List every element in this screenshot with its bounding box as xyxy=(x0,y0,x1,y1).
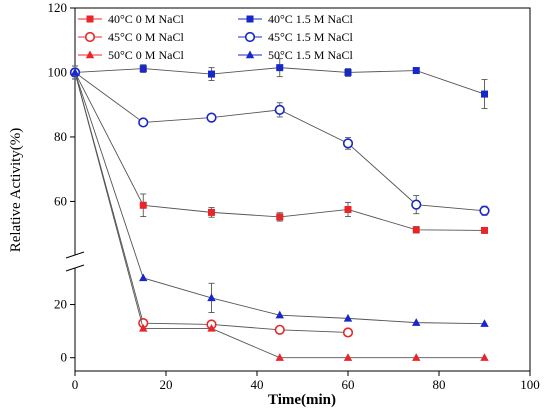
axis-break-gap xyxy=(65,255,85,268)
legend-item: 45°C 0 M NaCl xyxy=(78,30,184,44)
data-point xyxy=(207,323,216,332)
data-point xyxy=(139,323,148,332)
data-point xyxy=(343,353,353,361)
series-6 xyxy=(70,65,489,327)
data-point xyxy=(275,310,284,319)
legend-item: 50°C 1.5 M NaCl xyxy=(238,48,353,62)
legend-label: 40°C 1.5 M NaCl xyxy=(268,12,353,26)
y-tick-label: 20 xyxy=(54,297,67,312)
legend-label: 40°C 0 M NaCl xyxy=(108,12,184,26)
legend-item: 50°C 0 M NaCl xyxy=(78,48,184,62)
data-point xyxy=(274,104,285,115)
data-point xyxy=(412,318,421,326)
axis-break-mark xyxy=(65,251,85,259)
series-layer xyxy=(69,58,490,361)
data-point xyxy=(208,208,215,216)
x-tick-label: 80 xyxy=(433,377,446,392)
y-axis-label: Relative Activity(%) xyxy=(8,128,24,253)
legend-label: 45°C 0 M NaCl xyxy=(108,30,184,44)
data-point xyxy=(481,90,488,98)
axes: 0 20 40 60 80 100 0 20 60 80 100 120 xyxy=(48,0,540,392)
x-tick-label: 100 xyxy=(520,377,540,392)
data-point xyxy=(139,273,148,282)
plot-frame xyxy=(74,7,531,372)
legend-marker xyxy=(246,15,254,23)
legend-item: 40°C 1.5 M NaCl xyxy=(238,12,353,26)
legend-label: 50°C 0 M NaCl xyxy=(108,48,184,62)
data-point xyxy=(411,199,422,210)
y-tick-label: 100 xyxy=(48,64,68,79)
data-point xyxy=(412,353,421,361)
data-point xyxy=(480,319,489,327)
axis-break-mark xyxy=(65,264,85,272)
legend-marker xyxy=(244,31,256,43)
y-tick-label: 60 xyxy=(54,193,67,208)
legend-label: 45°C 1.5 M NaCl xyxy=(268,30,353,44)
data-point xyxy=(344,68,352,76)
data-point xyxy=(276,213,284,221)
data-point xyxy=(342,138,354,149)
data-point xyxy=(342,327,354,338)
series-1 xyxy=(71,65,488,234)
data-point xyxy=(139,65,147,73)
legend: 40°C 0 M NaCl 45°C 0 M NaCl 50°C 0 M NaCl 4… xyxy=(78,12,353,62)
data-point xyxy=(479,205,490,216)
x-axis-label: Time(min) xyxy=(268,392,336,408)
data-point xyxy=(206,112,217,123)
data-point xyxy=(276,64,284,72)
data-point xyxy=(412,226,420,234)
data-point xyxy=(343,313,353,322)
series-5 xyxy=(69,65,490,216)
legend-marker xyxy=(85,50,95,59)
series-line xyxy=(74,72,485,231)
y-tick-label: 80 xyxy=(54,129,67,144)
legend-marker xyxy=(84,31,96,43)
legend-marker xyxy=(86,15,94,23)
y-tick-label: 120 xyxy=(48,0,68,15)
data-point xyxy=(481,226,488,234)
data-point xyxy=(138,117,149,128)
series-4 xyxy=(71,58,488,110)
x-tick-label: 20 xyxy=(160,377,173,392)
data-point xyxy=(139,201,147,209)
x-tick-label: 0 xyxy=(72,377,79,392)
data-point xyxy=(207,293,216,302)
legend-item: 40°C 0 M NaCl xyxy=(78,12,184,26)
y-tick-label: 0 xyxy=(61,350,68,365)
data-point xyxy=(274,324,285,335)
data-point xyxy=(480,353,489,361)
data-point xyxy=(70,67,80,76)
x-tick-label: 60 xyxy=(342,377,355,392)
data-point xyxy=(412,67,420,75)
legend-item: 45°C 1.5 M NaCl xyxy=(238,30,353,44)
data-point xyxy=(208,70,215,78)
data-point xyxy=(275,353,284,361)
series-line xyxy=(74,72,485,212)
x-tick-label: 40 xyxy=(251,377,264,392)
legend-label: 50°C 1.5 M NaCl xyxy=(268,48,353,62)
data-point xyxy=(344,205,352,213)
legend-marker xyxy=(245,50,255,59)
